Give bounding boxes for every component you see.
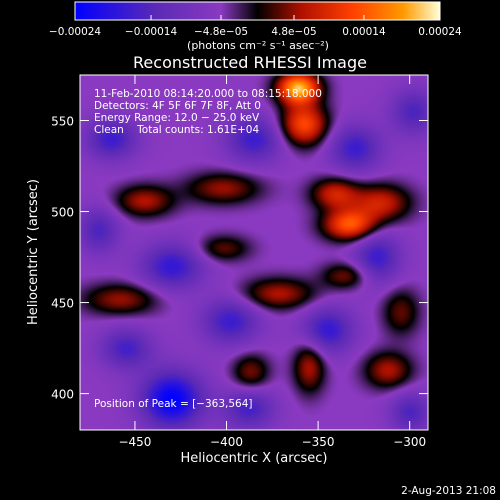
- annotation-detectors: Detectors: 4F 5F 6F 7F 8F, Att 0: [94, 100, 261, 112]
- x-axis-ticks: −450 −400 −350 −300: [118, 75, 426, 449]
- y-axis-label: Heliocentric Y (arcsec): [26, 179, 41, 325]
- x-tick-label: −300: [393, 435, 426, 449]
- colorbar-unit-label: (photons cm⁻² s⁻¹ asec⁻²): [187, 39, 329, 52]
- colorbar-tick-label: −0.00014: [125, 26, 178, 38]
- colorbar-ticks: −0.00024 −0.00014 −4.8e−05 4.8e−05 0.00014 0.…: [49, 15, 462, 38]
- annotation-time: 11-Feb-2010 08:14:20.000 to 08:15:18.000: [94, 88, 322, 100]
- x-tick-label: −350: [302, 435, 335, 449]
- x-tick-label: −450: [118, 435, 151, 449]
- x-tick-label: −400: [210, 435, 243, 449]
- annotation-clean: Clean Total counts: 1.61E+04: [94, 124, 259, 136]
- footer-date: 2-Aug-2013 21:08: [401, 485, 496, 497]
- x-axis-label: Heliocentric X (arcsec): [181, 451, 328, 466]
- y-tick-label: 500: [51, 206, 74, 220]
- y-tick-label: 550: [51, 115, 74, 129]
- colorbar-tick-label: 4.8e−05: [271, 26, 316, 38]
- y-tick-label: 400: [51, 388, 74, 402]
- colorbar-tick-label: −0.00024: [49, 26, 102, 38]
- colorbar-tick-label: 0.00014: [342, 26, 386, 38]
- peak-position-label: Position of Peak = [−363,564]: [94, 398, 253, 410]
- y-tick-label: 450: [51, 297, 74, 311]
- colorbar-tick-label: −4.8e−05: [194, 26, 248, 38]
- y-axis-ticks: 400 450 500 550: [51, 115, 428, 402]
- chart-title: Reconstructed RHESSI Image: [133, 53, 367, 72]
- colorbar: [74, 1, 441, 21]
- colorbar-tick-label: 0.00024: [418, 26, 462, 38]
- plot-frame: [79, 74, 429, 431]
- annotation-energy: Energy Range: 12.0 − 25.0 keV: [94, 112, 260, 124]
- heatmap-image: [80, 75, 428, 430]
